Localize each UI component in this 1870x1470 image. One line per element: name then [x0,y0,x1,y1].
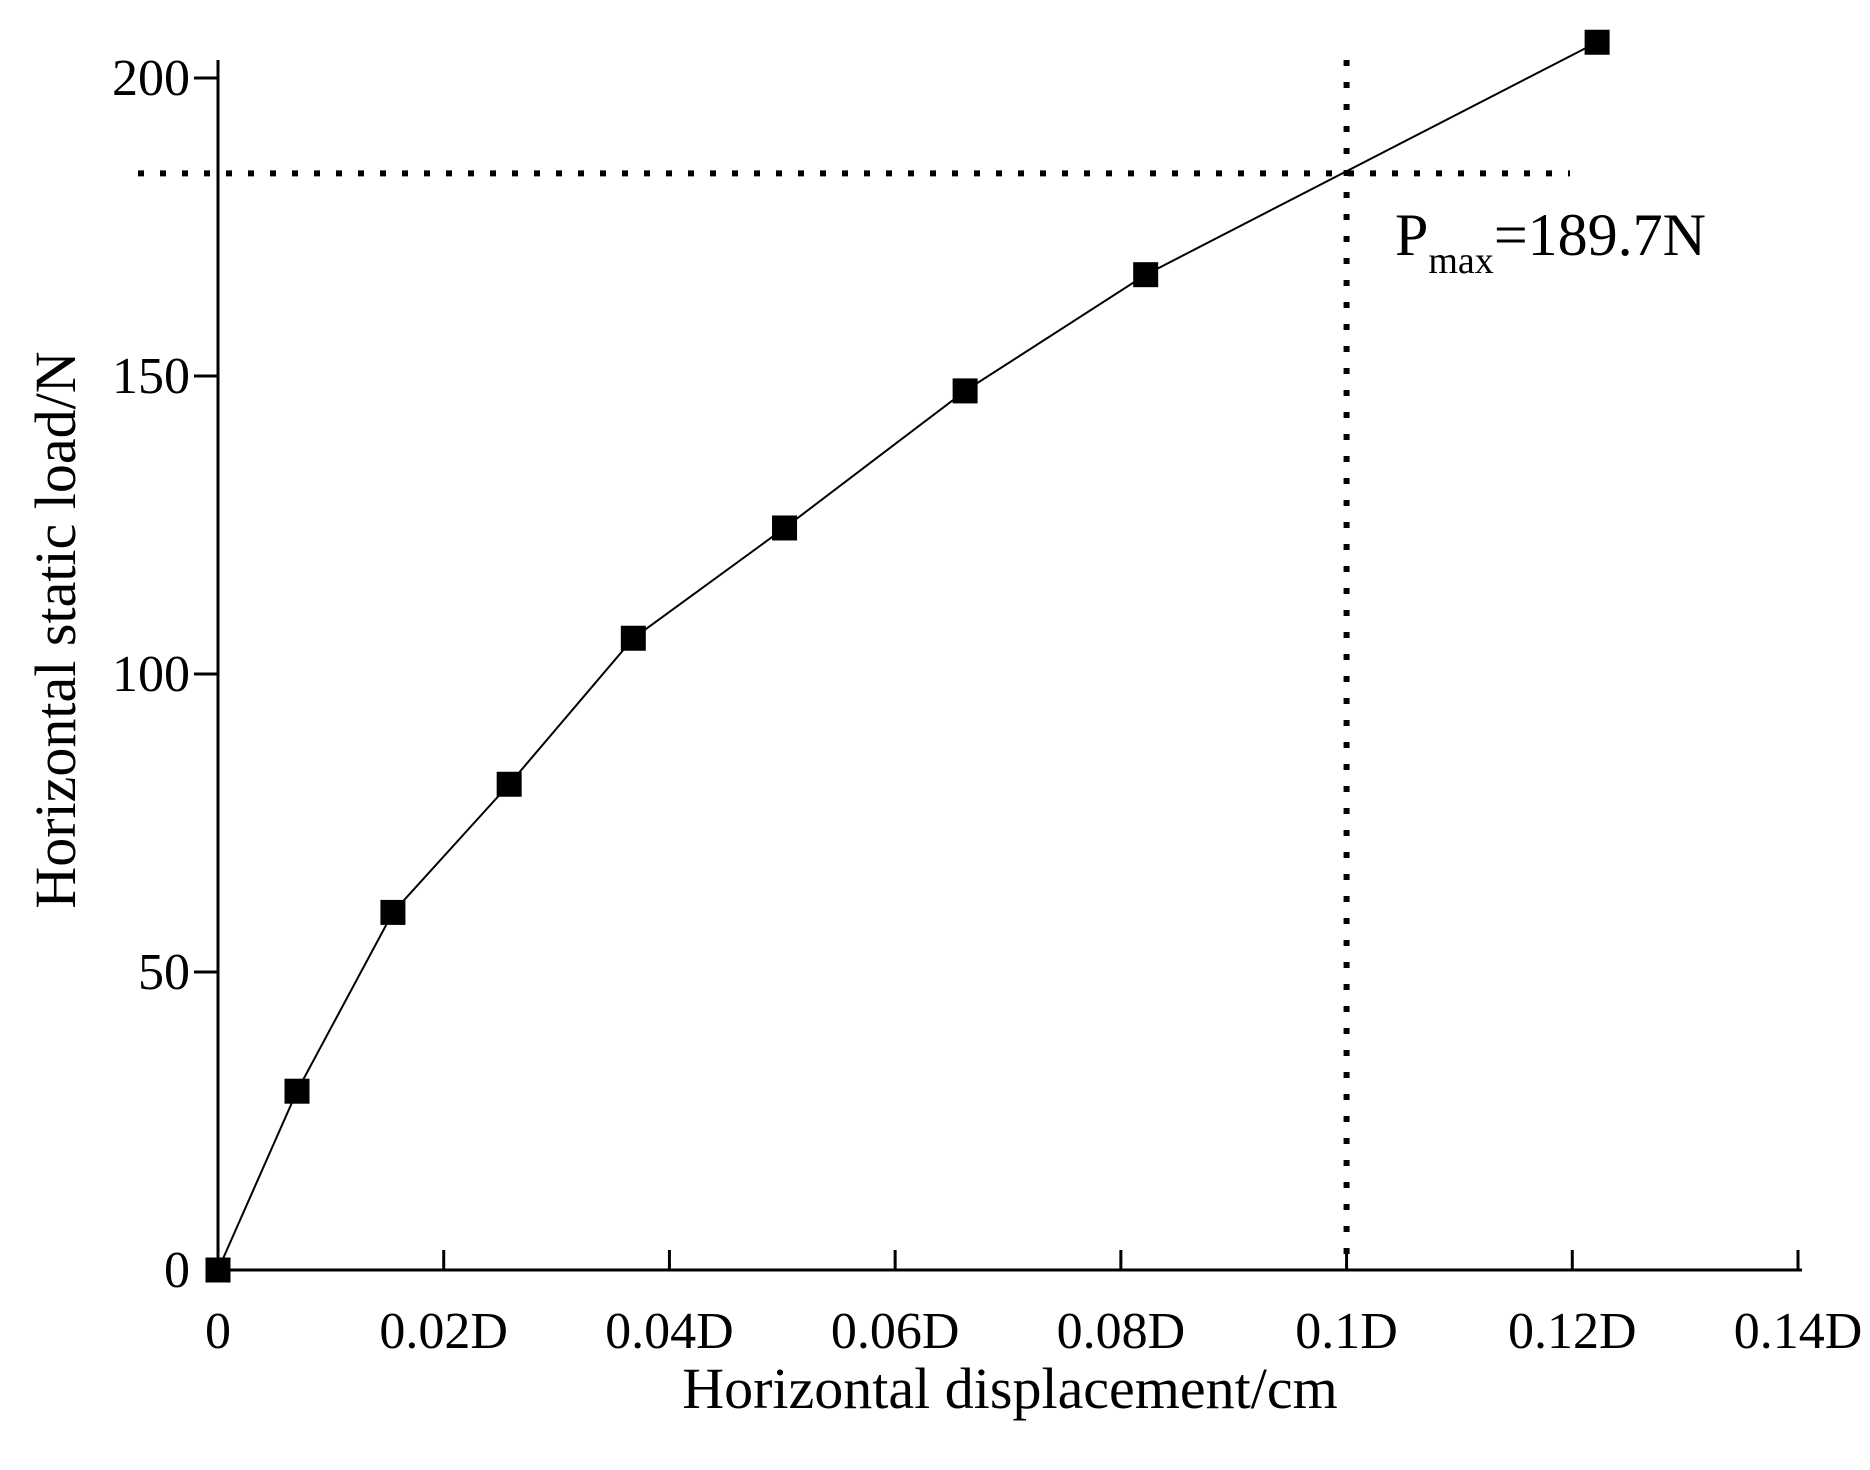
y-tick-label: 0 [164,1242,190,1299]
x-tick-label: 0.12D [1508,1303,1637,1360]
data-point-marker [380,899,406,925]
data-point-marker [620,625,646,651]
pmax-annotation-main: P [1395,202,1428,268]
pmax-annotation-subscript: max [1428,240,1493,282]
y-axis-title: Horizontal static load/N [23,351,88,908]
y-ticks: 0 50 100 150 200 [112,50,218,1299]
y-tick-label: 200 [112,50,190,107]
x-tick-label: 0.04D [605,1303,734,1360]
x-tick-label: 0.02D [379,1303,508,1360]
x-tick-label: 0.08D [1057,1303,1186,1360]
x-tick-label: 0.1D [1295,1303,1398,1360]
data-point-marker [952,378,978,404]
reference-lines [138,60,1570,1270]
data-point-marker [772,515,798,541]
y-tick-label: 100 [112,646,190,703]
data-point-marker [1584,29,1610,55]
data-point-marker [284,1078,310,1104]
data-point-marker [496,771,522,797]
y-tick-label: 150 [112,348,190,405]
x-tick-label: 0.14D [1734,1303,1863,1360]
series-line [217,41,1598,1271]
pmax-annotation-value: =189.7N [1494,202,1706,268]
x-axis-title: Horizontal displacement/cm [682,1356,1338,1421]
data-point-marker [205,1257,231,1283]
axes [216,60,1802,1272]
series-group [205,29,1610,1283]
y-tick-label: 50 [138,944,190,1001]
pmax-annotation: Pmax=189.7N [1395,202,1706,282]
data-point-marker [1133,262,1159,288]
x-tick-label: 0.06D [831,1303,960,1360]
x-tick-label: 0 [205,1303,231,1360]
x-ticks: 0 0.02D 0.04D 0.06D 0.08D 0.1D 0.12D 0.14D [205,1250,1862,1360]
